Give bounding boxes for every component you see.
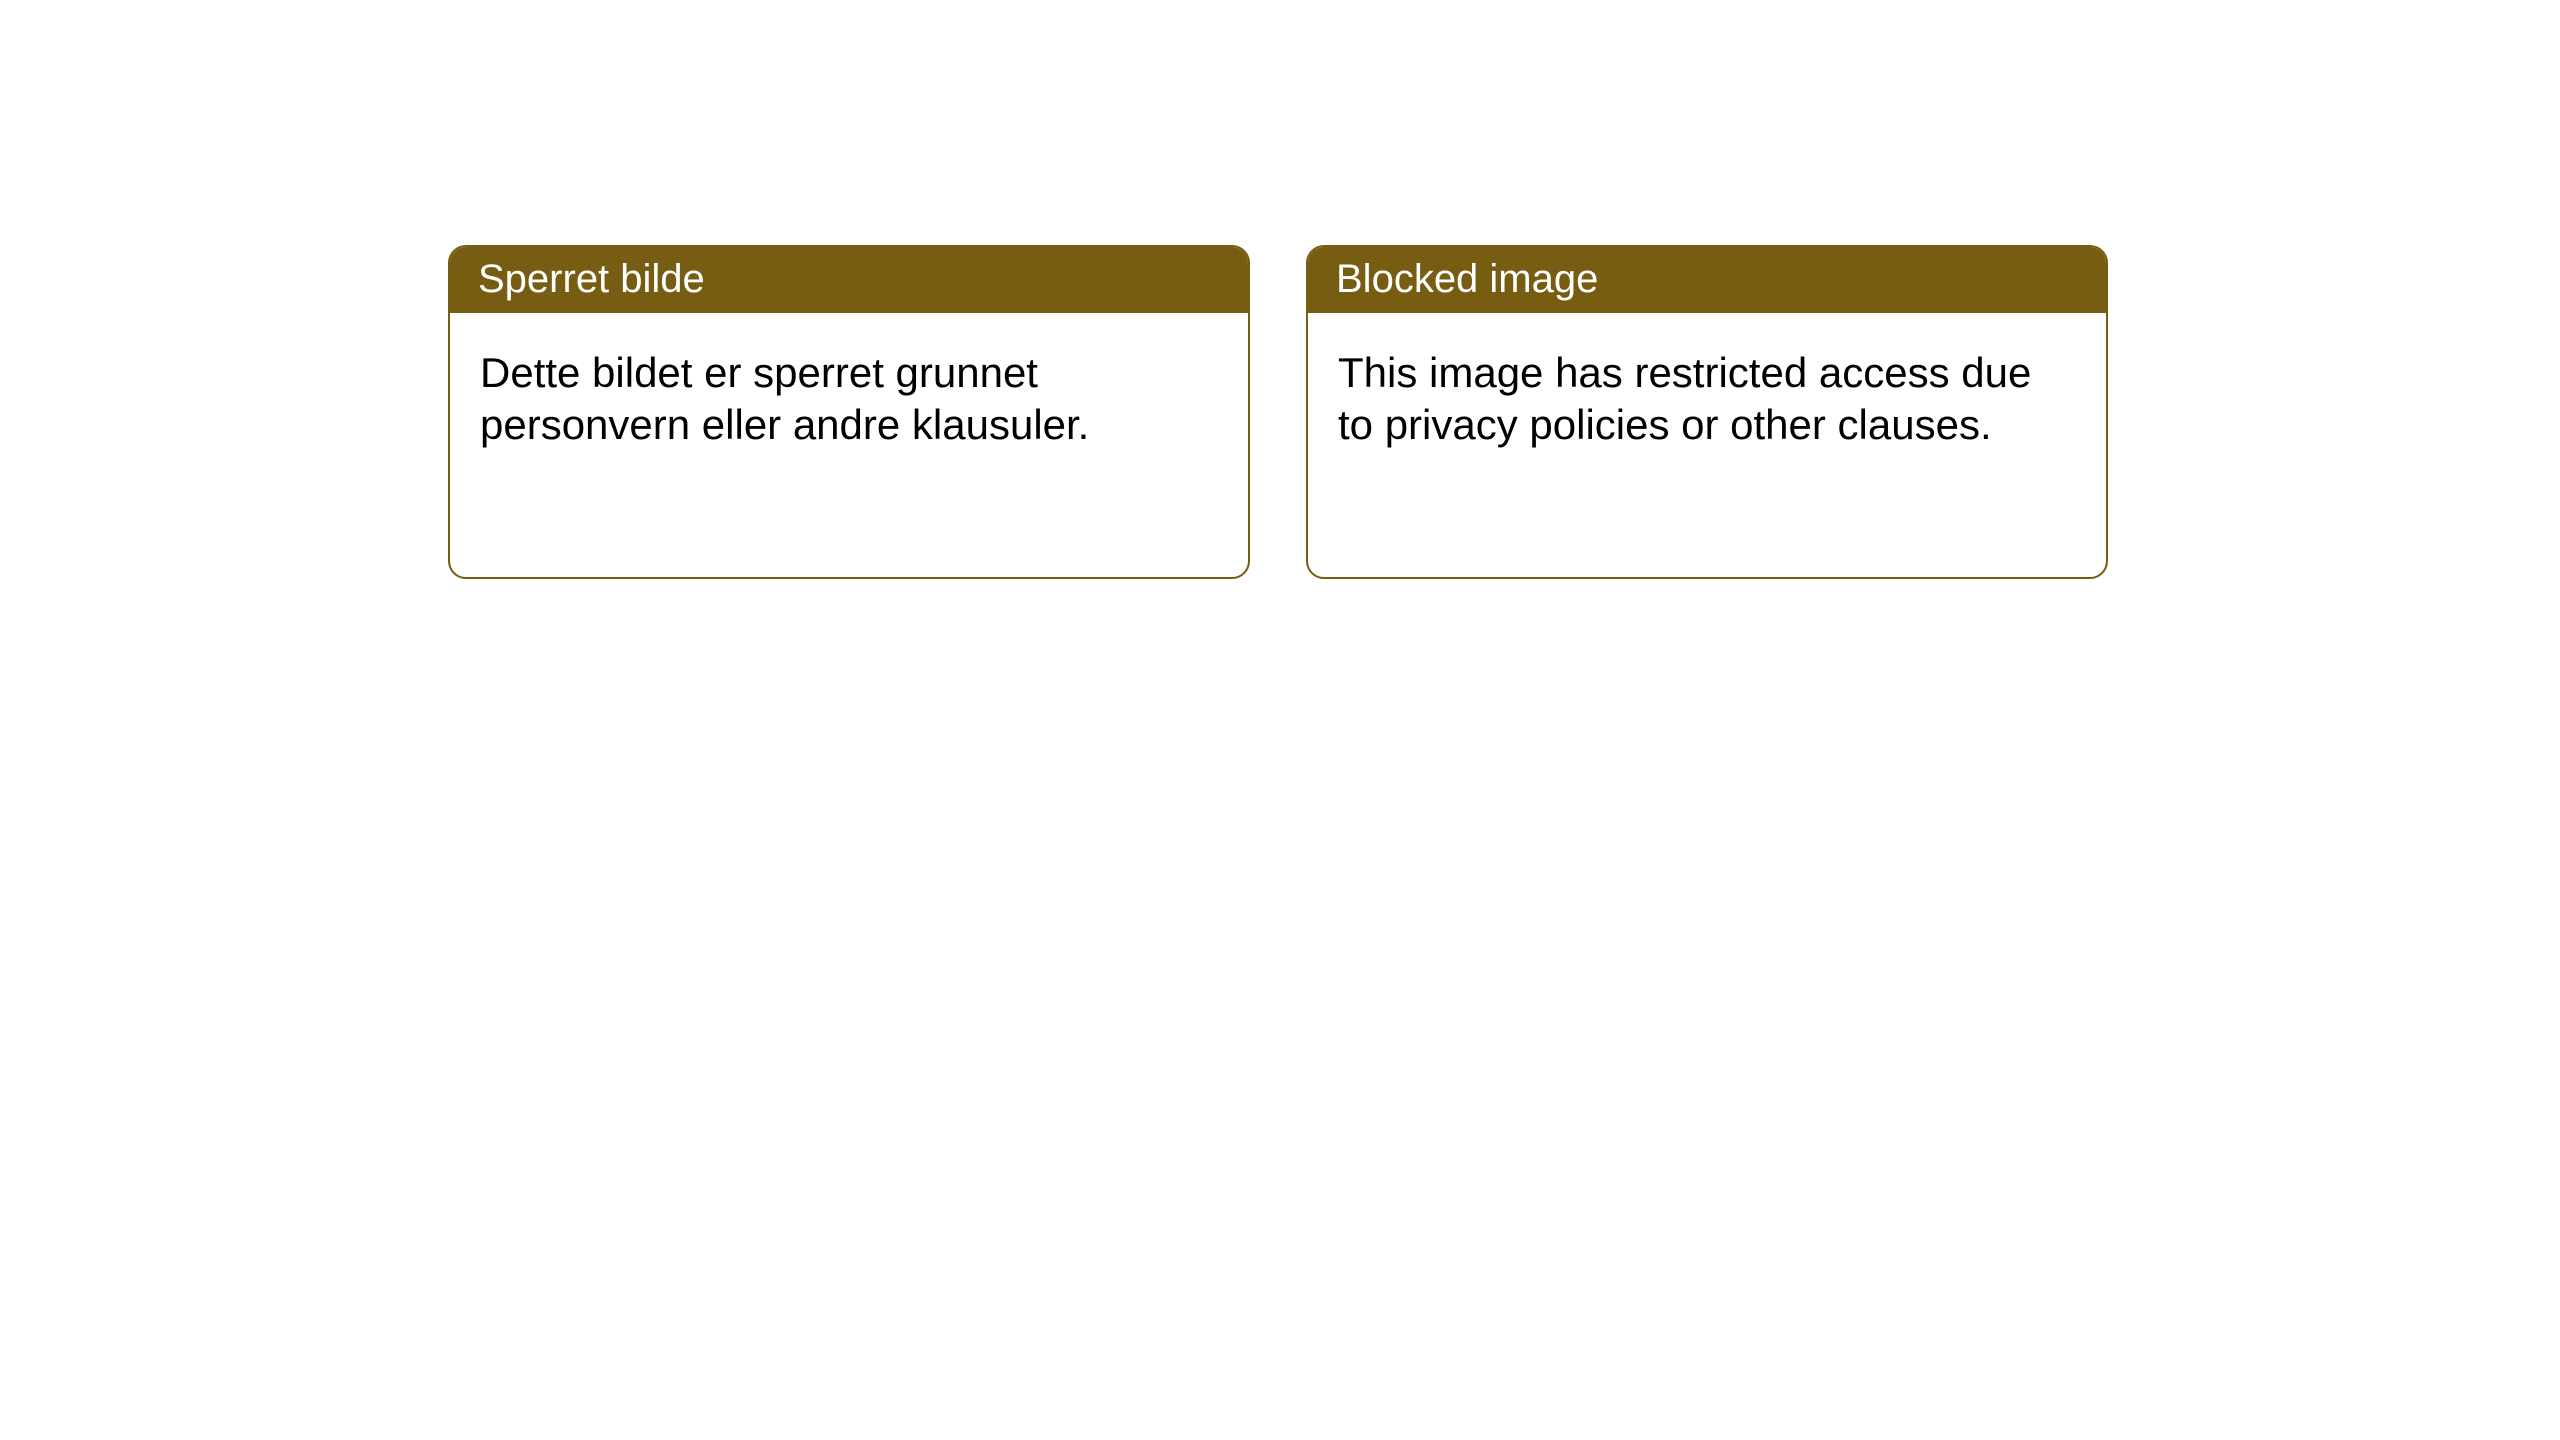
notice-card-english: Blocked image This image has restricted … xyxy=(1306,245,2108,579)
notice-card-body: This image has restricted access due to … xyxy=(1308,313,2106,481)
notice-cards-row: Sperret bilde Dette bildet er sperret gr… xyxy=(0,0,2560,579)
notice-card-body: Dette bildet er sperret grunnet personve… xyxy=(450,313,1248,481)
notice-card-norwegian: Sperret bilde Dette bildet er sperret gr… xyxy=(448,245,1250,579)
notice-card-header: Blocked image xyxy=(1308,247,2106,313)
notice-card-header: Sperret bilde xyxy=(450,247,1248,313)
